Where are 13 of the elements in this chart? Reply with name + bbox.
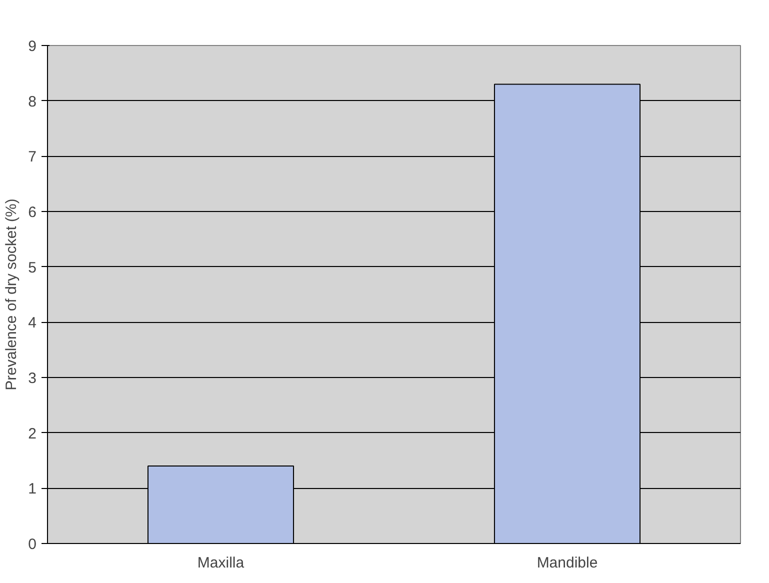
y-tick-label: 4 [28,314,36,332]
y-tick-label: 1 [28,480,36,498]
y-tick-label: 7 [28,148,36,166]
y-tick-label: 8 [28,93,36,110]
x-tick-label: Maxilla [197,554,245,572]
y-tick-label: 2 [28,425,36,442]
y-tick-label: 5 [28,259,36,276]
x-tick-label: Mandible [536,554,598,572]
y-tick-label: 0 [28,536,36,553]
y-tick-label: 9 [28,38,36,55]
y-tick-label: 3 [28,370,36,387]
y-tick-label: 6 [28,204,36,221]
y-axis-title: Prevalence of dry socket (%) [3,198,20,390]
